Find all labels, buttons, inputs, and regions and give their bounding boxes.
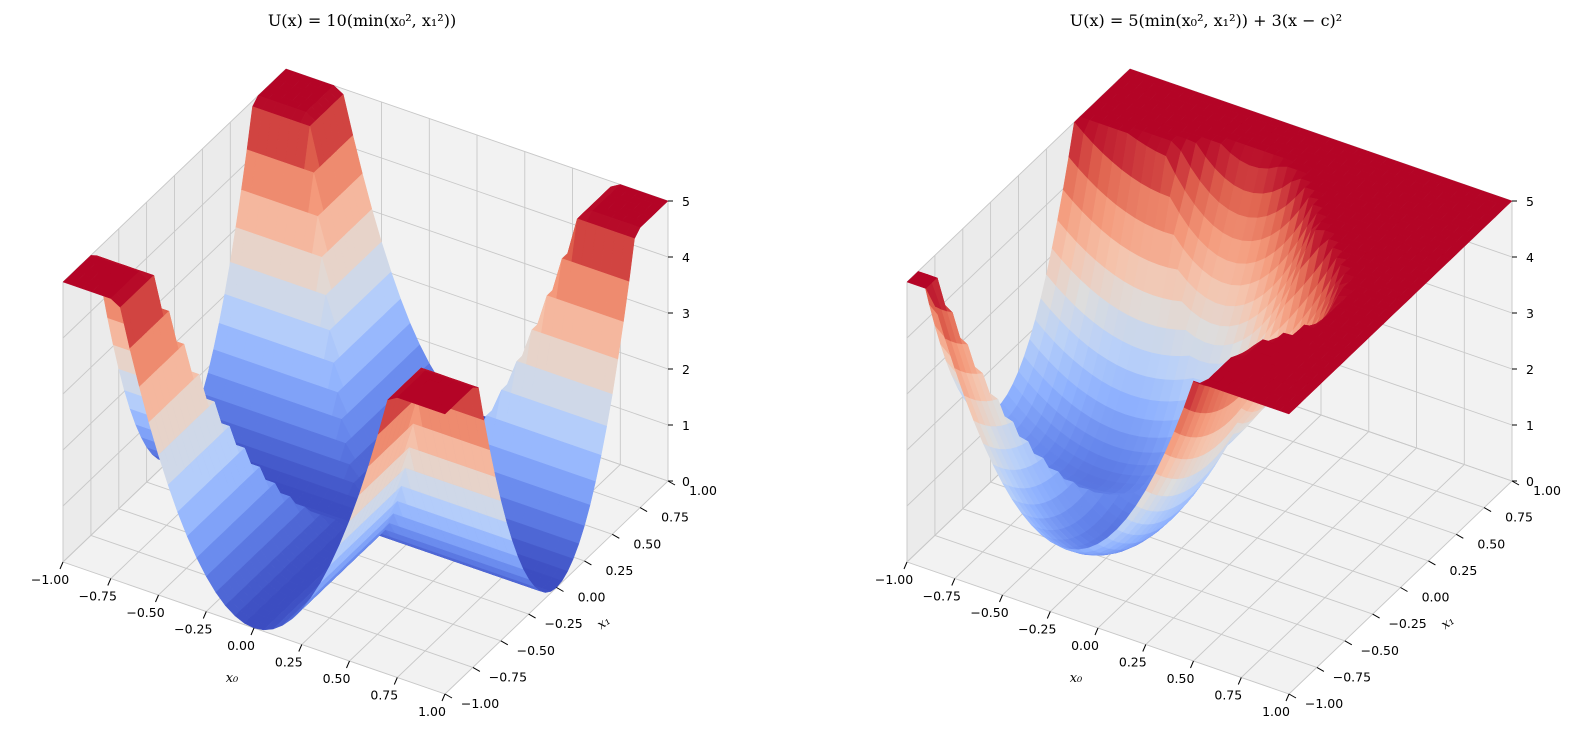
y-tick-mark [472,666,481,672]
x-tick-label: 1.00 [418,704,446,719]
chart-title: U(x) = 10(min(x₀², x₁²)) [268,11,456,30]
grid-line [285,68,669,202]
grid-line [62,68,287,283]
x-tick-mark [298,644,303,652]
x-tick-mark [107,578,112,586]
y-tick-label: −0.75 [1333,669,1371,684]
y-tick-label: −0.50 [1361,643,1399,658]
x-tick-label: 0.75 [1214,688,1242,703]
x-tick-mark [202,611,207,619]
x-axis-label: x₀ [226,671,239,686]
y-tick-mark [556,587,564,592]
x-tick-label: 0.00 [1071,638,1099,653]
z-tick-label: 0 [682,474,690,489]
x-tick-mark [250,627,255,636]
x-tick-label: 0.00 [227,638,255,653]
surface-plot-right: U(x) = 5(min(x₀², x₁²)) + 3(x − c)² −1.0… [875,11,1561,719]
z-tick-label: 1 [682,418,690,433]
y-tick-label: −1.00 [461,696,499,711]
x-tick-label: −0.75 [79,589,117,604]
surface [62,68,669,631]
y-tick-label: 1.00 [1533,483,1561,498]
z-tick-label: 4 [682,250,690,265]
x-tick-label: 0.50 [323,671,351,686]
surface-facet [434,405,452,415]
x-tick-label: −0.50 [970,605,1008,620]
y-tick-label: −0.25 [1388,616,1426,631]
y-tick-mark [612,533,620,539]
y-axis-ticks: −1.00 −0.75 −0.50 −0.25 0.00 0.250.500.751.00 [444,480,717,711]
x-tick-label: −0.50 [126,605,164,620]
y-tick-label: −0.50 [517,643,555,658]
x-tick-mark [393,677,398,685]
x-axis-label: x₀ [1070,671,1083,686]
z-tick-label: 5 [1526,194,1534,209]
y-tick-label: 0.25 [605,563,633,578]
surface-plot-left: U(x) = 10(min(x₀², x₁²)) −1.00 −0.75 −0.50… [31,11,717,719]
y-tick-label: −1.00 [1305,696,1343,711]
x-tick-label: −0.25 [174,622,212,637]
grid-line [962,508,1345,642]
z-tick-label: 2 [1526,362,1534,377]
z-tick-label: 1 [1526,418,1534,433]
z-tick-label: 2 [682,362,690,377]
x-tick-mark [59,561,64,570]
z-tick-label: 4 [1526,250,1534,265]
y-tick-mark [528,613,536,619]
y-tick-label: 0.50 [633,536,661,551]
y-tick-mark [584,560,592,566]
z-tick-label: 5 [682,194,690,209]
y-tick-label: −0.25 [544,616,582,631]
y-tick-mark [639,507,648,513]
x-tick-label: 1.00 [1262,704,1290,719]
x-axis-ticks: −1.00 −0.75 −0.50 −0.25 0.00 0.25 0.50 0.75 1.00 [31,561,446,719]
z-tick-label: 0 [1526,474,1534,489]
x-tick-label: −0.75 [923,589,961,604]
chart-title: U(x) = 5(min(x₀², x₁²)) + 3(x − c)² [1070,11,1342,30]
x-tick-mark [155,594,159,603]
x-tick-mark [346,660,350,669]
surface [906,68,1513,556]
y-tick-label: 0.75 [661,510,689,525]
x-tick-label: −1.00 [31,572,69,587]
y-tick-label: −0.75 [489,669,527,684]
x-tick-label: −1.00 [875,572,913,587]
z-axis-ticks: 0 1 2 3 4 5 [668,194,690,489]
y-tick-label: 0.50 [1477,536,1505,551]
x-tick-label: 0.75 [370,688,398,703]
z-tick-label: 3 [1526,306,1534,321]
x-tick-label: 0.25 [1119,655,1147,670]
y-tick-mark [667,480,676,486]
x-tick-label: −0.25 [1018,622,1056,637]
y-tick-mark [500,640,509,646]
x-tick-mark [441,693,446,702]
y-tick-mark [444,693,453,699]
x-tick-label: 0.50 [1167,671,1195,686]
y-tick-label: 0.00 [1422,590,1450,605]
grid-line [934,534,1318,668]
z-tick-label: 3 [682,306,690,321]
y-tick-label: 0.25 [1449,563,1477,578]
y-tick-label: 0.00 [578,590,606,605]
x-tick-label: 0.25 [275,655,303,670]
y-tick-label: 1.00 [689,483,717,498]
y-tick-label: 0.75 [1505,510,1533,525]
